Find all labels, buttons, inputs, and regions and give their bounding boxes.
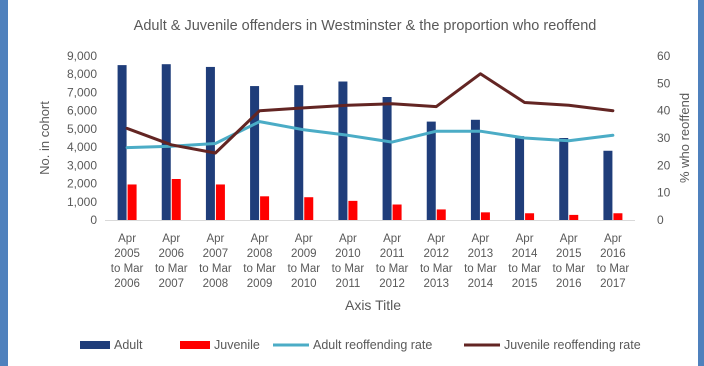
bar-juvenile [480,212,490,220]
chart: Adult & Juvenile offenders in Westminste… [37,18,692,352]
bar-juvenile [348,200,358,220]
y2-tick-label: 20 [657,158,671,172]
y-axis-title: No. in cohort [37,101,52,175]
legend: Adult Juvenile Adult reoffending rate Juven… [80,338,641,352]
bar-adult [559,138,569,220]
bar-adult [515,136,525,220]
x-tick-label: Apr 2012 to Mar 2013 [420,233,453,290]
legend-label-juvenile-reoffending-rate: Juvenile reoffending rate [504,338,641,352]
legend-label-adult: Adult [114,338,143,352]
legend-label-adult-reoffending-rate: Adult reoffending rate [313,338,432,352]
x-tick-label: Apr 2005 to Mar 2006 [111,233,144,290]
y-tick-label: 6,000 [67,104,97,118]
y-tick-label: 4,000 [67,140,97,154]
bar-juvenile [127,184,137,220]
y-tick-label: 7,000 [67,85,97,99]
x-tick-label: Apr 2013 to Mar 2014 [464,233,497,290]
y2-tick-label: 60 [657,49,671,63]
y-tick-label: 2,000 [67,177,97,191]
bar-adult [117,65,127,220]
x-tick-label: Apr 2010 to Mar 2011 [332,233,365,290]
y2-tick-label: 30 [657,131,671,145]
bar-adult [250,86,260,220]
legend-swatch-adult [80,341,110,349]
bar-adult [603,150,613,220]
bar-juvenile [171,179,181,220]
bar-juvenile [436,209,446,220]
bar-juvenile [304,197,314,220]
line-adult-reoffending-rate [125,120,615,150]
bar-adult [426,121,436,220]
y2-tick-label: 0 [657,213,664,227]
bar-juvenile [392,204,402,220]
y2-tick-label: 40 [657,104,671,118]
bar-juvenile [215,184,225,220]
y2-tick-label: 50 [657,76,671,90]
bar-adult [382,97,392,220]
x-tick-label: Apr 2015 to Mar 2016 [552,233,585,290]
plot-area: 0 1,000 2,000 3,000 4,000 5,000 6,000 7,000 8,00… [67,49,671,290]
x-axis-title: Axis Title [345,297,401,313]
chart-title: Adult & Juvenile offenders in Westminste… [134,18,597,34]
y-tick-label: 3,000 [67,158,97,172]
bar-adult [470,119,480,220]
legend-swatch-juvenile [180,341,210,349]
x-tick-label: Apr 2006 to Mar 2007 [155,233,188,290]
y-tick-label: 5,000 [67,122,97,136]
bar-juvenile [569,214,579,220]
y2-tick-label: 10 [657,186,671,200]
y-tick-label: 0 [90,213,97,227]
y-tick-label: 8,000 [67,67,97,81]
x-tick-label: Apr 2007 to Mar 2008 [199,233,232,290]
x-tick-label: Apr 2011 to Mar 2012 [376,233,409,290]
bar-adult [294,85,304,221]
line-juvenile-reoffending-rate [125,72,615,155]
bar-juvenile [613,213,623,220]
y-tick-label: 1,000 [67,195,97,209]
y-tick-label: 9,000 [67,49,97,63]
chart-frame: Adult & Juvenile offenders in Westminste… [8,0,698,366]
legend-label-juvenile: Juvenile [214,338,260,352]
bar-adult [338,81,348,220]
x-tick-label: Apr 2008 to Mar 2009 [243,233,276,290]
bar-juvenile [260,196,270,220]
x-tick-label: Apr 2014 to Mar 2015 [508,233,541,290]
x-tick-label: Apr 2009 to Mar 2010 [287,233,320,290]
y2-axis-title: % who reoffend [677,93,692,183]
x-tick-label: Apr 2016 to Mar 2017 [597,233,630,290]
bar-juvenile [525,213,535,220]
